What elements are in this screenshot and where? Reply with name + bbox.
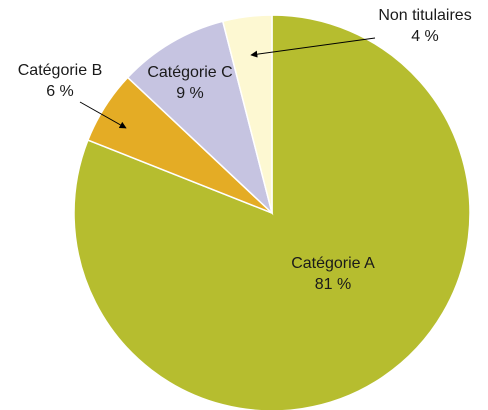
slice-value-label: 81 % bbox=[315, 276, 351, 293]
pie-slice bbox=[126, 20, 274, 216]
slice-value-label: 9 % bbox=[176, 85, 204, 102]
slice-value-label: 4 % bbox=[411, 28, 439, 45]
label-arrow bbox=[79, 101, 127, 129]
slice-label: Catégorie C bbox=[147, 64, 232, 81]
label-arrow bbox=[250, 37, 376, 58]
slice-value-label: 6 % bbox=[46, 83, 74, 100]
pie-slice bbox=[73, 14, 471, 410]
slice-label: Catégorie B bbox=[18, 62, 103, 79]
pie-slice bbox=[221, 14, 273, 214]
slice-label: Non titulaires bbox=[378, 7, 471, 24]
slice-label: Catégorie A bbox=[291, 255, 375, 272]
